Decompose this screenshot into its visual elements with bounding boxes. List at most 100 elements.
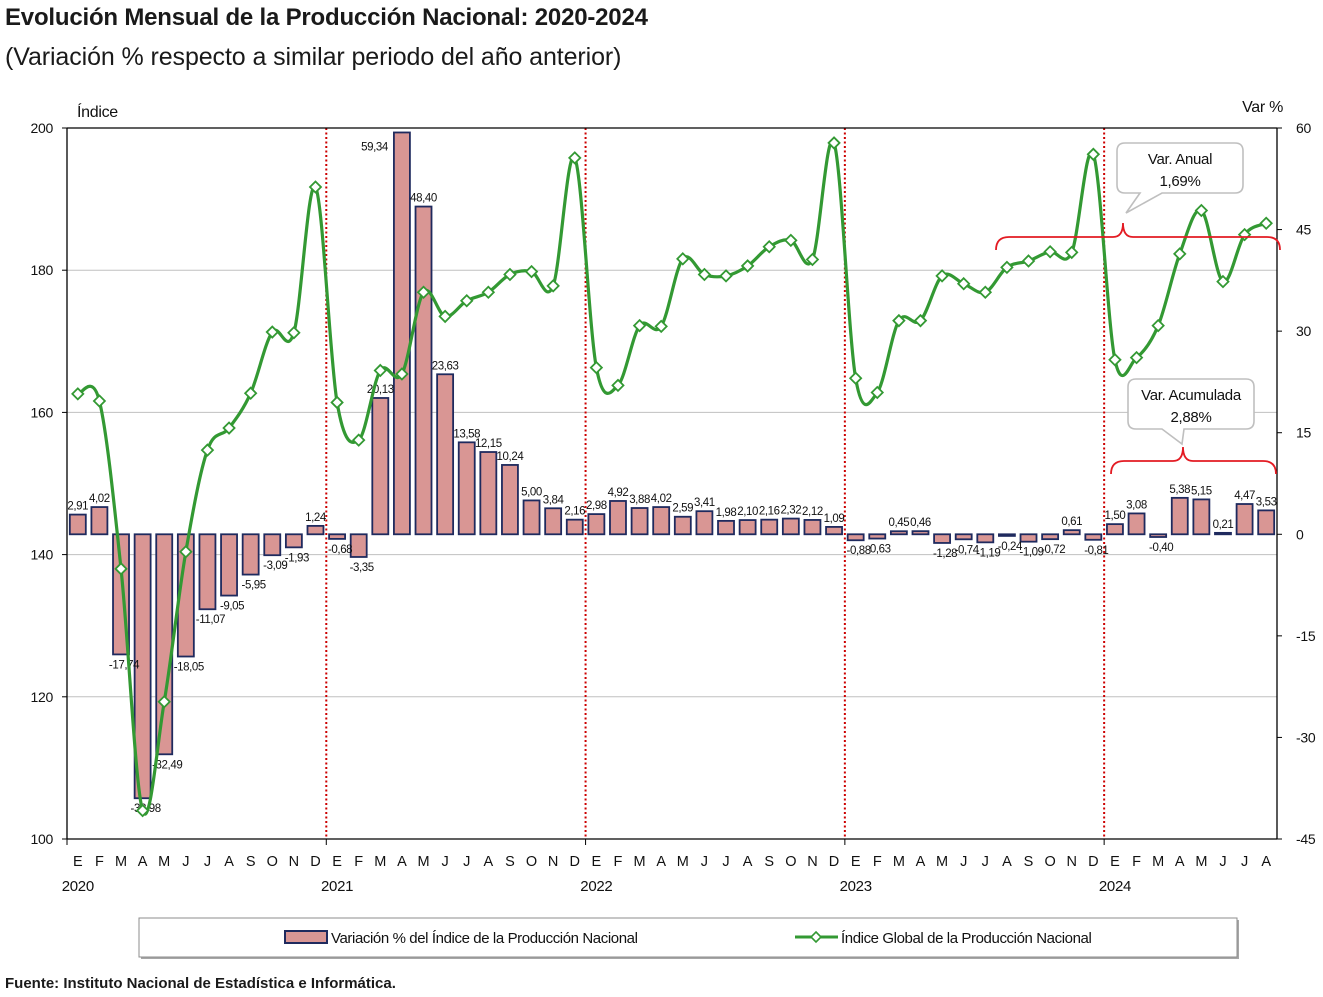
line-point-marker — [611, 378, 625, 393]
x-axis-year-label: 2023 — [840, 878, 872, 895]
left-axis-tick-label: 160 — [31, 404, 54, 420]
bar-data-label: 2,91 — [67, 501, 88, 513]
x-axis-month-label: A — [743, 854, 753, 870]
x-axis-year-label: 2022 — [580, 878, 612, 895]
bar-data-label: -1,09 — [1019, 547, 1043, 559]
line-point-marker — [200, 443, 215, 457]
x-axis-year-label: 2020 — [62, 878, 94, 895]
x-axis-month-label: O — [1044, 854, 1055, 870]
x-axis-month-label: M — [417, 854, 429, 870]
line-point-marker — [157, 695, 172, 709]
bar — [673, 515, 692, 536]
right-axis-tick-label: 0 — [1296, 526, 1304, 542]
bar-data-label: -5,95 — [242, 580, 266, 592]
x-axis-month-label: D — [1088, 854, 1098, 870]
x-axis-month-label: A — [1261, 854, 1271, 870]
x-axis-month-label: N — [807, 854, 817, 870]
line-point-marker — [438, 309, 452, 324]
bar-data-label: -11,07 — [196, 614, 225, 626]
x-axis-month-label: M — [936, 854, 948, 870]
bar-data-label: 2,10 — [737, 506, 758, 518]
line-series — [71, 136, 1273, 818]
bar-data-label: 2,59 — [672, 503, 693, 515]
bar-data-label: 48,40 — [410, 193, 437, 205]
bar-data-label: -9,05 — [220, 601, 244, 613]
line-point-marker — [114, 562, 128, 576]
bar-data-label: -3,35 — [350, 562, 374, 574]
line-point-marker — [827, 136, 841, 150]
bar — [155, 533, 174, 756]
bar — [414, 205, 433, 536]
line-point-marker — [524, 264, 539, 279]
x-axis-month-label: A — [1002, 854, 1012, 870]
x-axis-month-label: O — [526, 854, 537, 870]
line-point-marker — [71, 387, 85, 401]
bar — [846, 533, 865, 542]
bar — [457, 441, 476, 536]
bar — [1106, 523, 1124, 536]
bar-data-label: 0,45 — [888, 517, 909, 529]
left-axis-tick-label: 180 — [31, 262, 54, 278]
x-axis-month-label: N — [548, 854, 558, 870]
line-point-marker — [92, 394, 107, 408]
x-axis-month-label: N — [289, 854, 299, 870]
bar-data-label: 23,63 — [432, 360, 459, 372]
line-point-marker — [697, 267, 712, 282]
right-axis-tick-label: 30 — [1296, 323, 1311, 339]
line-point-marker — [805, 252, 820, 267]
bar — [90, 506, 109, 536]
x-axis-month-label: A — [138, 854, 148, 870]
bar — [1257, 509, 1276, 536]
line-point-marker — [870, 385, 885, 400]
x-axis-month-label: F — [95, 854, 104, 870]
x-axis-month-label: A — [397, 854, 407, 870]
chart-subtitle: (Variación % respecto a similar periodo … — [5, 43, 622, 71]
line-point-marker — [1021, 254, 1036, 268]
bar — [284, 533, 303, 549]
x-axis-month-label: M — [677, 854, 689, 870]
x-axis-month-label: F — [873, 854, 882, 870]
bar-data-label: 4,92 — [608, 487, 629, 499]
bar — [1084, 533, 1103, 541]
x-axis-month-label: D — [829, 854, 839, 870]
bar-data-label: 12,15 — [475, 438, 502, 450]
line-point-marker — [1043, 244, 1057, 259]
annual-variation-callout-title: Var. Anual — [1148, 151, 1212, 168]
bar — [587, 513, 606, 536]
bar-data-label: 5,15 — [1191, 485, 1212, 497]
right-axis-tick-label: 15 — [1296, 425, 1311, 441]
annual-variation-brace — [995, 222, 1281, 251]
line-point-marker — [654, 319, 668, 334]
x-axis-month-label: M — [115, 854, 127, 870]
line-point-marker — [503, 267, 517, 282]
x-axis-month-label: J — [463, 854, 470, 870]
x-axis-month-label: S — [246, 854, 256, 870]
gridlines — [67, 269, 1277, 698]
index-line — [77, 139, 1267, 816]
bar-data-label: -0,24 — [998, 541, 1023, 553]
line-point-marker — [351, 433, 366, 447]
bar — [1235, 503, 1254, 536]
bar — [565, 518, 584, 536]
x-axis-month-label: A — [916, 854, 926, 870]
x-axis-month-label: N — [1066, 854, 1076, 870]
bar-data-label: -1,19 — [976, 547, 1000, 559]
line-point-marker — [762, 239, 777, 254]
line-point-marker — [373, 363, 388, 378]
bar-data-label: -1,93 — [285, 552, 309, 564]
x-axis-month-label: J — [182, 854, 189, 870]
bar-data-label: 3,53 — [1256, 496, 1277, 508]
bar-data-label: 59,34 — [361, 141, 389, 153]
x-axis-month-label: E — [1110, 854, 1120, 870]
bar-data-label: -0,68 — [328, 544, 352, 556]
bar-series — [68, 131, 1276, 800]
bar — [1062, 529, 1081, 536]
bar — [479, 451, 498, 536]
x-axis-month-label: O — [267, 854, 278, 870]
annotations: Var. Anual 1,69% Var. Acumulada 2,88% — [995, 142, 1281, 475]
bar — [306, 524, 325, 536]
line-point-marker — [632, 318, 647, 333]
bar — [717, 519, 735, 536]
x-axis-month-label: F — [1132, 854, 1141, 870]
line-point-marker — [179, 544, 193, 559]
